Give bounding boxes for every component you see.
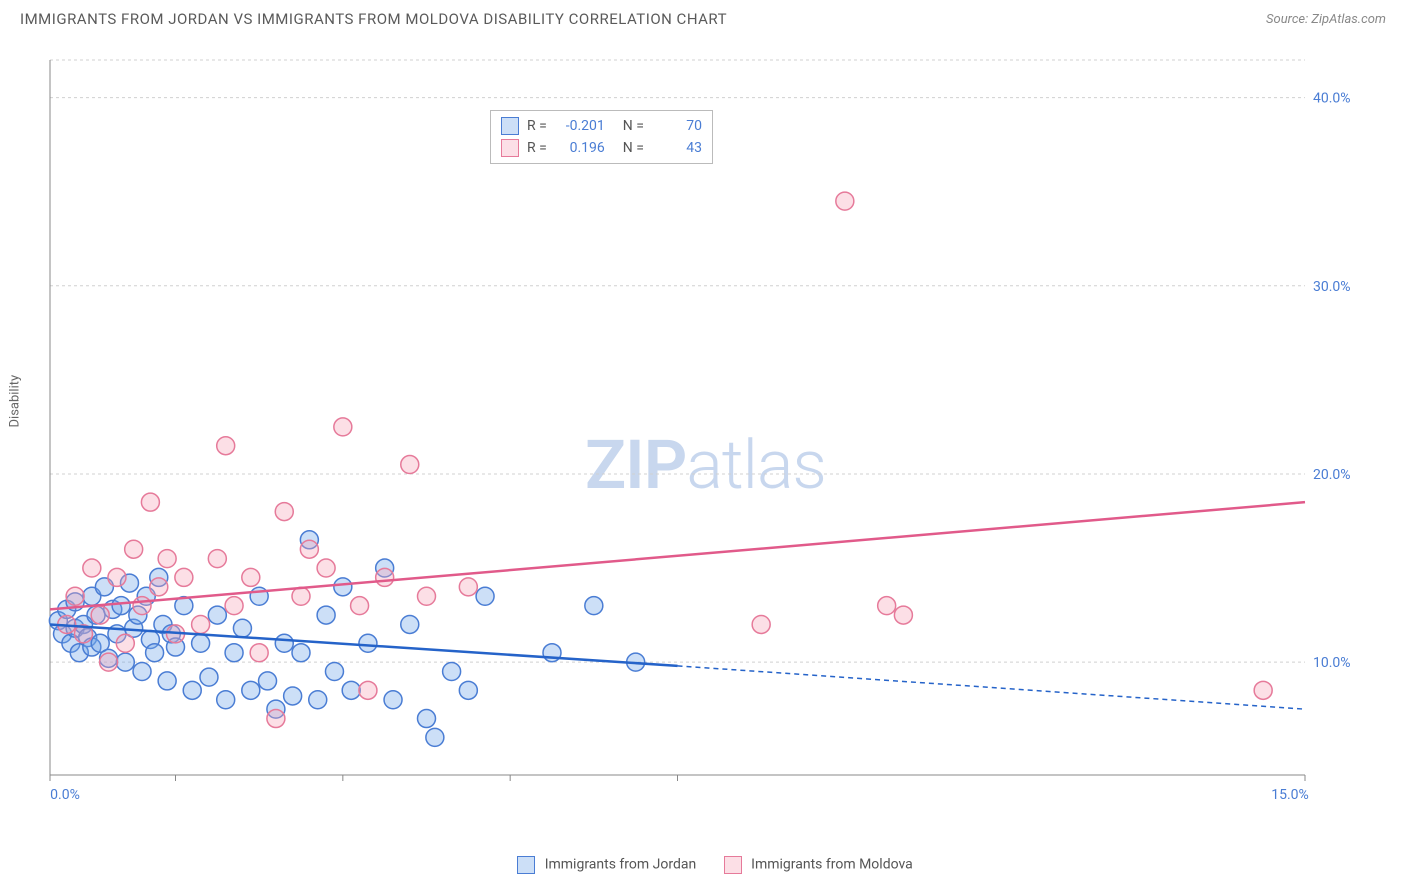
legend-swatch-pink-icon [724, 856, 742, 874]
chart-title: IMMIGRANTS FROM JORDAN VS IMMIGRANTS FRO… [20, 10, 727, 28]
scatter-plot: 10.0% 20.0% 30.0% 40.0% 0.0% 15.0% [45, 55, 1375, 805]
r-value-moldova: 0.196 [555, 140, 605, 156]
n-value-moldova: 43 [652, 140, 702, 156]
svg-text:0.0%: 0.0% [50, 787, 80, 803]
r-label: R = [527, 140, 547, 156]
chart-area: ZIPatlas 10.0%20.0%30.0%40.0%0.0%15.0% R… [45, 55, 1375, 805]
svg-text:15.0%: 15.0% [1271, 787, 1309, 803]
legend-label-jordan: Immigrants from Jordan [545, 857, 697, 873]
svg-text:10.0%: 10.0% [1313, 655, 1351, 671]
n-label: N = [623, 118, 644, 134]
svg-text:40.0%: 40.0% [1313, 91, 1351, 107]
y-axis-label: Disability [8, 375, 23, 428]
stats-row-moldova: R = 0.196 N = 43 [501, 137, 702, 159]
stats-box: R = -0.201 N = 70 R = 0.196 N = 43 [490, 110, 713, 164]
svg-text:30.0%: 30.0% [1313, 279, 1351, 295]
n-label: N = [623, 140, 644, 156]
r-value-jordan: -0.201 [555, 118, 605, 134]
svg-text:20.0%: 20.0% [1313, 467, 1351, 483]
legend-swatch-blue-icon [517, 856, 535, 874]
r-label: R = [527, 118, 547, 134]
n-value-jordan: 70 [652, 118, 702, 134]
swatch-blue-icon [501, 117, 519, 135]
source-label: Source: ZipAtlas.com [1266, 12, 1386, 27]
swatch-pink-icon [501, 139, 519, 157]
chart-header: IMMIGRANTS FROM JORDAN VS IMMIGRANTS FRO… [0, 0, 1406, 34]
legend-label-moldova: Immigrants from Moldova [751, 857, 913, 873]
bottom-legend: Immigrants from Jordan Immigrants from M… [0, 856, 1406, 874]
stats-row-jordan: R = -0.201 N = 70 [501, 115, 702, 137]
